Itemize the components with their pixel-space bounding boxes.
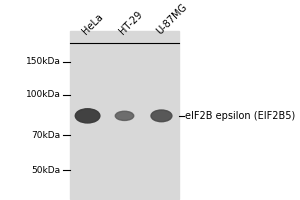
Ellipse shape xyxy=(151,110,172,122)
Ellipse shape xyxy=(75,109,100,123)
Ellipse shape xyxy=(115,111,134,120)
Text: 70kDa: 70kDa xyxy=(32,131,61,140)
Text: 50kDa: 50kDa xyxy=(32,166,61,175)
Text: 100kDa: 100kDa xyxy=(26,90,61,99)
Bar xyxy=(70,31,179,199)
Text: HT-29: HT-29 xyxy=(117,9,145,36)
Text: HeLa: HeLa xyxy=(80,12,105,36)
Text: U-87MG: U-87MG xyxy=(154,2,189,36)
Text: eIF2B epsilon (EIF2B5): eIF2B epsilon (EIF2B5) xyxy=(185,111,295,121)
Text: 150kDa: 150kDa xyxy=(26,57,61,66)
